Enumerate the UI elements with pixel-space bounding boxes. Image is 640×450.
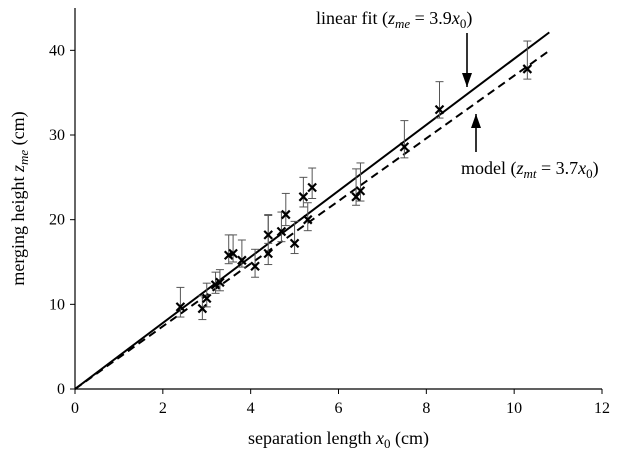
x-marker bbox=[298, 192, 309, 202]
data-point bbox=[302, 202, 313, 232]
x-marker bbox=[522, 64, 533, 74]
x-marker bbox=[434, 104, 445, 115]
x-marker bbox=[215, 277, 225, 288]
x-tick-label: 0 bbox=[71, 400, 79, 417]
data-point bbox=[522, 40, 533, 80]
data-point bbox=[201, 282, 212, 308]
y-axis-label: merging height zme (cm) bbox=[8, 111, 31, 285]
data-point bbox=[355, 162, 366, 202]
data-point bbox=[215, 269, 225, 292]
data-point bbox=[289, 220, 300, 255]
data-point bbox=[281, 192, 291, 227]
x-marker bbox=[355, 186, 366, 196]
y-tick-label: 10 bbox=[49, 296, 65, 313]
data-point bbox=[197, 295, 208, 321]
x-marker bbox=[399, 142, 410, 152]
data-point bbox=[250, 248, 260, 278]
data-point bbox=[276, 211, 287, 243]
model-arrow-head bbox=[471, 114, 481, 128]
data-point bbox=[223, 234, 234, 265]
x-marker bbox=[276, 226, 287, 237]
data-point bbox=[263, 214, 274, 244]
x-marker bbox=[175, 302, 186, 312]
x-marker bbox=[228, 248, 238, 259]
x-marker bbox=[302, 214, 313, 225]
model-line bbox=[74, 49, 550, 390]
data-point bbox=[298, 176, 309, 208]
linear-fit-line bbox=[74, 31, 550, 390]
y-tick-label: 30 bbox=[49, 127, 65, 144]
y-tick-label: 0 bbox=[57, 381, 65, 398]
x-marker bbox=[263, 248, 274, 259]
x-marker bbox=[197, 303, 208, 314]
x-tick-label: 12 bbox=[594, 400, 610, 417]
x-marker bbox=[289, 238, 300, 249]
y-tick-label: 20 bbox=[49, 212, 65, 229]
data-point bbox=[237, 239, 247, 268]
x-tick-label: 2 bbox=[159, 400, 167, 417]
x-marker bbox=[210, 280, 221, 290]
data-point bbox=[307, 167, 317, 199]
x-marker bbox=[250, 261, 260, 272]
x-marker bbox=[263, 230, 274, 240]
tick-labels: 0 2 4 6 8 10 12 0 10 20 30 40 bbox=[49, 42, 610, 417]
data-points bbox=[175, 40, 533, 321]
fit-arrow-head bbox=[462, 73, 472, 87]
x-marker bbox=[237, 255, 247, 266]
annotation-arrows bbox=[462, 33, 481, 152]
x-marker bbox=[201, 293, 212, 304]
x-marker bbox=[281, 209, 291, 220]
x-marker bbox=[307, 182, 317, 193]
data-point bbox=[210, 271, 221, 294]
model-annotation: model (zmt = 3.7x0) bbox=[461, 158, 599, 181]
x-tick-label: 6 bbox=[335, 400, 343, 417]
data-point bbox=[175, 286, 186, 318]
data-point bbox=[228, 234, 238, 263]
fit-lines bbox=[74, 31, 550, 390]
data-point bbox=[434, 81, 445, 119]
axes bbox=[70, 8, 603, 394]
x-tick-label: 8 bbox=[422, 400, 430, 417]
data-point bbox=[399, 120, 410, 159]
x-axis-label: separation length x0 (cm) bbox=[248, 428, 429, 450]
x-tick-label: 10 bbox=[506, 400, 522, 417]
linear-fit-annotation: linear fit (zme = 3.9x0) bbox=[316, 8, 472, 31]
x-tick-label: 4 bbox=[247, 400, 255, 417]
y-tick-label: 40 bbox=[49, 42, 65, 59]
